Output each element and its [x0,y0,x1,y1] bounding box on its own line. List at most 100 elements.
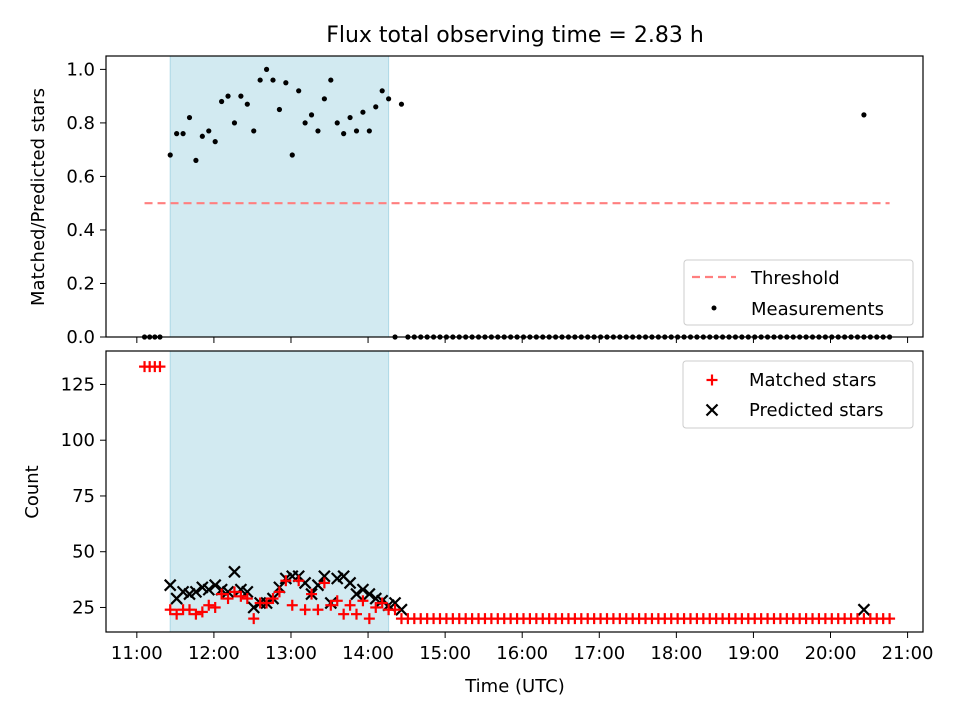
matched-point [164,604,176,616]
predicted-point [343,576,357,590]
matched-point [331,595,343,607]
measurement-point [347,114,353,121]
measurement-point [276,106,283,113]
matched-point [280,575,292,587]
legend-frame [682,360,914,429]
x-tick-label: 13:00 [265,643,317,664]
matched-point [389,604,401,616]
measurement-point [180,131,186,137]
top-legend: Threshold Measurements [683,259,914,326]
matched-point [235,590,247,602]
legend-matched-swatch [706,374,718,386]
measurement-point [861,112,867,118]
y-tick-label: 100 [61,430,95,451]
matched-point [171,608,183,620]
measurement-point [341,131,347,137]
bottom-legend: Matched stars Predicted stars [682,360,914,429]
measurement-point [308,112,315,118]
measurement-point [379,88,385,94]
matched-point [299,604,311,616]
predicted-point [363,587,376,601]
matched-point [357,595,369,607]
legend-predicted-label: Predicted stars [749,400,883,421]
measurement-point [289,152,295,158]
predicted-point [163,578,177,592]
measurement-point [244,101,250,107]
legend-predicted-swatch [705,403,719,417]
measurement-point [283,80,289,86]
matched-point [318,577,330,589]
matched-point [183,604,195,616]
plot-frame [105,350,924,633]
matched-point [312,604,324,616]
matched-point [376,597,388,609]
cross-b [369,592,383,605]
measurement-point [360,109,366,115]
measurement-point [398,101,405,107]
cross-b [857,603,871,616]
matched-point [261,597,273,609]
y-tick-label: 0.6 [66,166,95,187]
measurement-point [263,66,270,72]
matched-point [370,601,382,613]
y-tick-label: 0.2 [66,273,95,294]
measurement-point [296,88,302,94]
bottom-ylabel: Count [22,465,43,518]
measurement-point [225,93,231,99]
predicted-point [350,587,363,601]
measurement-point [206,128,212,134]
legend-threshold-label: Threshold [750,268,840,289]
cross-b [163,578,177,592]
top-ylabel: Matched/Predicted stars [28,88,49,306]
measurement-point [199,133,205,139]
measurement-point [186,114,193,121]
measurement-point [174,131,180,137]
matched-point [293,575,305,587]
x-tick-label: 12:00 [188,643,240,664]
matched-point [273,586,285,598]
predicted-point [228,565,241,579]
measurement-point [193,157,199,163]
cross-b [298,576,312,590]
x-tick-label: 11:00 [111,643,163,664]
x-tick-label: 18:00 [650,643,702,664]
matched-point [216,588,228,600]
matched-point [325,599,337,611]
cross-b [395,603,408,616]
predicted-point [857,603,871,616]
x-tick-label: 15:00 [419,643,471,664]
x-tick-label: 20:00 [805,643,857,664]
measurement-point [366,128,372,134]
measurement-point [219,98,225,105]
y-tick-label: 0.8 [66,113,95,134]
x-tick-label: 21:00 [882,643,934,664]
matched-point [286,599,298,611]
plot-frame [105,55,924,338]
y-tick-label: 0.4 [66,220,95,241]
measurement-point [167,152,173,158]
measurement-point [251,128,257,134]
cross-b [318,569,331,583]
x-tick-label: 16:00 [496,643,548,664]
y-tick-label: 75 [72,486,95,507]
x-tick-label: 17:00 [573,643,625,664]
y-tick-label: 50 [72,542,95,563]
chart-title: Flux total observing time = 2.83 h [326,23,704,48]
legend-matched-label: Matched stars [749,370,876,391]
predicted-point [311,578,325,592]
measurement-point [328,77,334,83]
matched-point [350,608,362,620]
legend-measurements-swatch [711,305,717,311]
predicted-point [221,585,235,599]
measurement-point [212,139,218,145]
measurement-point [315,128,321,134]
predicted-point [208,578,222,592]
bottom-panel: 25 50 75 100 125 11:00 12:00 13:00 14:00 15:00 16:… [61,350,934,664]
predicted-point [318,569,331,583]
y-tick-label: 0.0 [66,327,95,348]
matched-point [363,613,375,625]
cross-b [356,583,370,596]
matched-point [196,606,208,618]
measurement-point [231,120,238,126]
